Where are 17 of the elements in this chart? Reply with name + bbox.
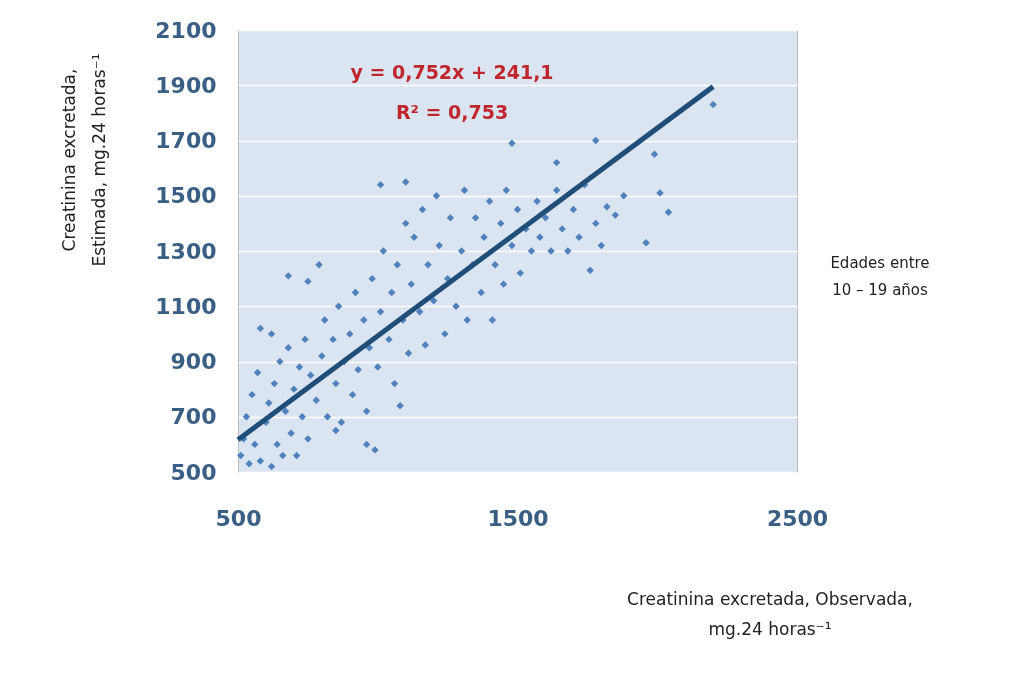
x-tick-label: 1500: [487, 505, 549, 531]
x-axis-title: Creatinina excretada, Observada, mg.24 horas⁻¹: [627, 589, 913, 639]
y-axis-title: Creatinina excretada, Estimada, mg.24 horas⁻¹: [59, 53, 109, 267]
y-tick-label: 900: [170, 349, 217, 374]
y-tick-label: 1700: [155, 128, 217, 153]
y-tick-label: 1300: [155, 238, 217, 264]
annotation: R² = 0,753: [395, 101, 509, 123]
x-tick-label: 500: [215, 505, 262, 531]
y-tick-label: 1900: [155, 72, 217, 98]
y-tick-label: 2100: [155, 17, 217, 43]
y-tick-label: 700: [170, 404, 217, 430]
annotation: y = 0,752x + 241,1: [350, 61, 554, 83]
y-tick-label: 500: [170, 459, 217, 485]
text: Edades entre 10 – 19 años: [830, 254, 930, 299]
x-tick-label: 2500: [766, 505, 829, 531]
y-tick-label: 1100: [155, 293, 217, 319]
y-tick-label: 1500: [155, 183, 217, 209]
